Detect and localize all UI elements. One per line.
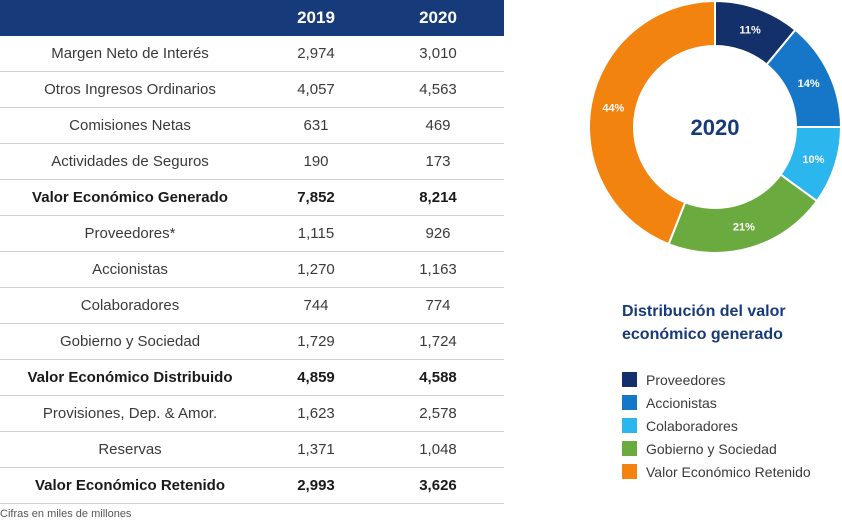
value-2020: 774: [372, 287, 504, 324]
value-2020: 1,048: [372, 431, 504, 468]
value-2020: 469: [372, 107, 504, 144]
value-2019: 190: [260, 143, 372, 180]
row-label: Valor Económico Retenido: [0, 467, 260, 504]
legend-swatch: [622, 464, 637, 479]
value-2019: 1,270: [260, 251, 372, 288]
table-header-row: 2019 2020: [0, 0, 504, 36]
legend-swatch: [622, 418, 637, 433]
row-label: Otros Ingresos Ordinarios: [0, 71, 260, 108]
value-2019: 2,974: [260, 36, 372, 72]
value-2020: 3,626: [372, 467, 504, 504]
donut-slice: [667, 173, 819, 254]
value-2020: 8,214: [372, 179, 504, 216]
value-2020: 926: [372, 215, 504, 252]
table-row: Colaboradores 744 774: [0, 287, 504, 324]
value-2020: 4,588: [372, 359, 504, 396]
value-table: 2019 2020 Margen Neto de Interés 2,974 3,0…: [0, 0, 504, 504]
row-label: Valor Económico Distribuido: [0, 359, 260, 396]
value-2019: 1,729: [260, 323, 372, 360]
legend: Proveedores Accionistas Colaboradores Gobie…: [622, 368, 811, 483]
slice-label: 44%: [602, 103, 624, 115]
legend-label: Colaboradores: [646, 417, 738, 434]
row-label: Valor Económico Generado: [0, 179, 260, 216]
legend-label: Accionistas: [646, 394, 717, 411]
legend-label: Proveedores: [646, 371, 726, 388]
legend-item: Gobierno y Sociedad: [622, 437, 811, 460]
legend-item: Proveedores: [622, 368, 811, 391]
table-row: Valor Económico Distribuido 4,859 4,588: [0, 359, 504, 396]
table-row: Margen Neto de Interés 2,974 3,010: [0, 36, 504, 72]
table-row: Actividades de Seguros 190 173: [0, 143, 504, 180]
table-row: Gobierno y Sociedad 1,729 1,724: [0, 323, 504, 360]
row-label: Accionistas: [0, 251, 260, 288]
legend-label: Valor Económico Retenido: [646, 463, 811, 480]
row-label: Colaboradores: [0, 287, 260, 324]
slice-label: 10%: [802, 154, 824, 166]
legend-swatch: [622, 395, 637, 410]
value-2020: 1,724: [372, 323, 504, 360]
row-label: Provisiones, Dep. & Amor.: [0, 395, 260, 432]
table-row: Provisiones, Dep. & Amor. 1,623 2,578: [0, 395, 504, 432]
value-2019: 1,623: [260, 395, 372, 432]
legend-label: Gobierno y Sociedad: [646, 440, 777, 457]
slice-label: 21%: [733, 221, 755, 233]
table-row: Reservas 1,371 1,048: [0, 431, 504, 468]
table-row: Valor Económico Retenido 2,993 3,626: [0, 467, 504, 504]
row-label: Gobierno y Sociedad: [0, 323, 260, 360]
value-2020: 4,563: [372, 71, 504, 108]
value-2019: 744: [260, 287, 372, 324]
value-2020: 1,163: [372, 251, 504, 288]
header-2020: 2020: [372, 0, 504, 36]
donut-center-label: 2020: [691, 115, 740, 140]
value-2019: 4,057: [260, 71, 372, 108]
value-2019: 631: [260, 107, 372, 144]
table-row: Comisiones Netas 631 469: [0, 107, 504, 144]
value-2020: 3,010: [372, 36, 504, 72]
row-label: Margen Neto de Interés: [0, 36, 260, 72]
header-label: [0, 0, 260, 36]
value-table-grid: 2019 2020 Margen Neto de Interés 2,974 3,0…: [0, 0, 504, 504]
footnote: Cifras en miles de millones: [0, 508, 132, 520]
table-row: Otros Ingresos Ordinarios 4,057 4,563: [0, 71, 504, 108]
value-2020: 2,578: [372, 395, 504, 432]
value-2019: 1,371: [260, 431, 372, 468]
value-2019: 2,993: [260, 467, 372, 504]
slice-label: 11%: [739, 25, 761, 37]
legend-swatch: [622, 441, 637, 456]
row-label: Comisiones Netas: [0, 107, 260, 144]
value-2019: 7,852: [260, 179, 372, 216]
value-2019: 1,115: [260, 215, 372, 252]
header-2019: 2019: [260, 0, 372, 36]
row-label: Proveedores*: [0, 215, 260, 252]
legend-item: Valor Económico Retenido: [622, 460, 811, 483]
legend-title: Distribución del valor económico generad…: [622, 303, 786, 343]
table-row: Accionistas 1,270 1,163: [0, 251, 504, 288]
legend-item: Colaboradores: [622, 414, 811, 437]
slice-label: 14%: [798, 78, 820, 90]
legend-item: Accionistas: [622, 391, 811, 414]
donut-slice: [589, 0, 716, 246]
value-2019: 4,859: [260, 359, 372, 396]
value-2020: 173: [372, 143, 504, 180]
legend-swatch: [622, 372, 637, 387]
table-row: Proveedores* 1,115 926: [0, 215, 504, 252]
table-row: Valor Económico Generado 7,852 8,214: [0, 179, 504, 216]
row-label: Actividades de Seguros: [0, 143, 260, 180]
donut-chart: 11% 14% 10% 21% 44% 2020: [589, 0, 842, 254]
row-label: Reservas: [0, 431, 260, 468]
